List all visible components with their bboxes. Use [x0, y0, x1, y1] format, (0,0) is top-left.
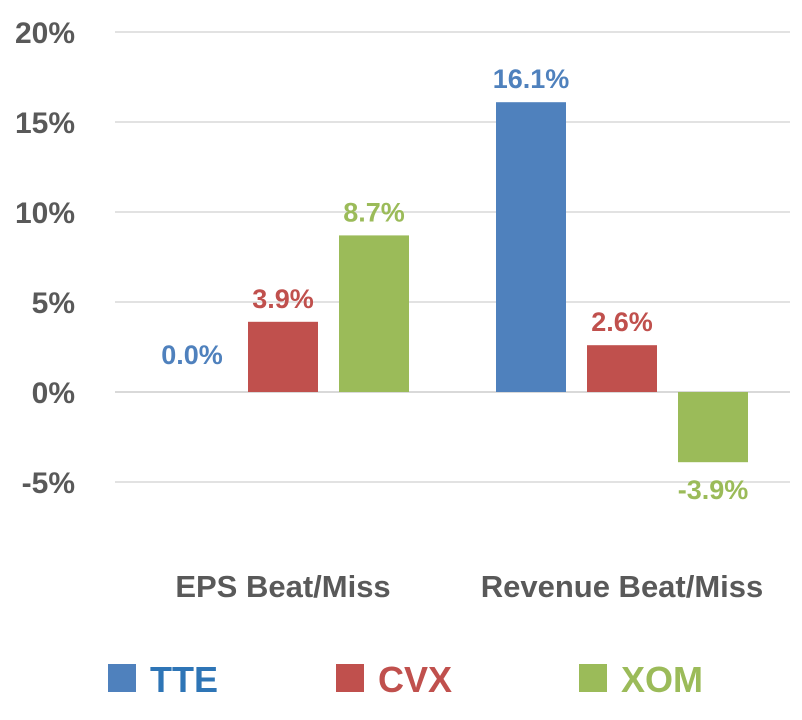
y-tick-label: 10%: [15, 197, 75, 230]
y-tick-label: -5%: [22, 467, 75, 500]
bar-cvx-1: [587, 345, 657, 392]
data-label-cvx-1: 2.6%: [591, 307, 653, 337]
y-tick-label: 0%: [32, 377, 75, 410]
legend-label-xom: XOM: [621, 659, 703, 700]
data-labels: 0.0% 3.9% 8.7% 16.1% 2.6% -3.9%: [161, 64, 748, 505]
legend-label-cvx: CVX: [378, 659, 452, 700]
bar-xom-0: [339, 235, 409, 392]
category-label: EPS Beat/Miss: [175, 569, 390, 604]
legend-swatch-cvx: [336, 664, 364, 692]
legend-label-tte: TTE: [150, 659, 218, 700]
data-label-tte-0: 0.0%: [161, 340, 223, 370]
legend: TTE CVX XOM: [108, 659, 703, 700]
legend-swatch-tte: [108, 664, 136, 692]
data-label-xom-0: 8.7%: [343, 197, 405, 227]
bar-tte-1: [496, 102, 566, 392]
y-tick-label: 20%: [15, 17, 75, 50]
data-label-tte-1: 16.1%: [493, 64, 570, 94]
data-label-xom-1: -3.9%: [678, 475, 749, 505]
bars: [248, 102, 748, 463]
y-axis-ticks: 20% 15% 10% 5% 0% -5%: [15, 17, 75, 500]
category-label: Revenue Beat/Miss: [481, 569, 764, 604]
bar-cvx-0: [248, 321, 318, 392]
data-label-cvx-0: 3.9%: [252, 284, 314, 314]
bar-xom-1: [678, 392, 748, 463]
y-tick-label: 15%: [15, 107, 75, 140]
y-tick-label: 5%: [32, 287, 75, 320]
legend-swatch-xom: [579, 664, 607, 692]
category-labels: EPS Beat/Miss Revenue Beat/Miss: [175, 569, 763, 604]
gridlines: [115, 31, 790, 483]
